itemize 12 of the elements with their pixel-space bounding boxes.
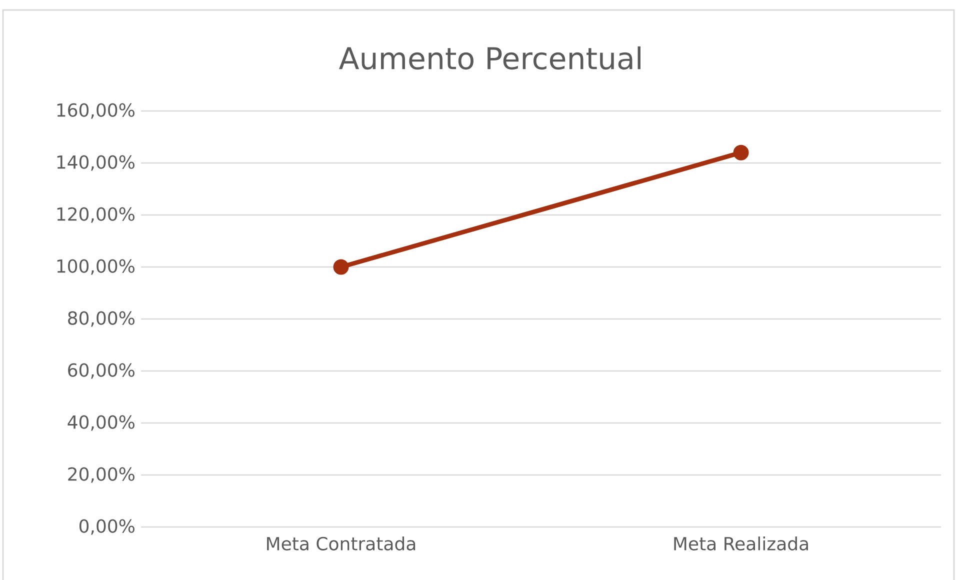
y-tick-label: 160,00%: [57, 103, 134, 119]
y-tick-label: 20,00%: [68, 467, 134, 483]
y-tick-label: 0,00%: [79, 519, 134, 535]
y-tick-label: 100,00%: [57, 259, 134, 275]
x-tick-label: Meta Realizada: [674, 536, 808, 550]
y-tick-label: 120,00%: [57, 207, 134, 223]
chart-title: Aumento Percentual: [338, 46, 640, 70]
y-tick-label: 60,00%: [68, 363, 134, 379]
y-tick-label: 140,00%: [57, 155, 134, 171]
x-tick-label: Meta Contratada: [267, 536, 416, 550]
y-tick-label: 80,00%: [68, 311, 134, 327]
y-tick-label: 40,00%: [68, 415, 134, 431]
